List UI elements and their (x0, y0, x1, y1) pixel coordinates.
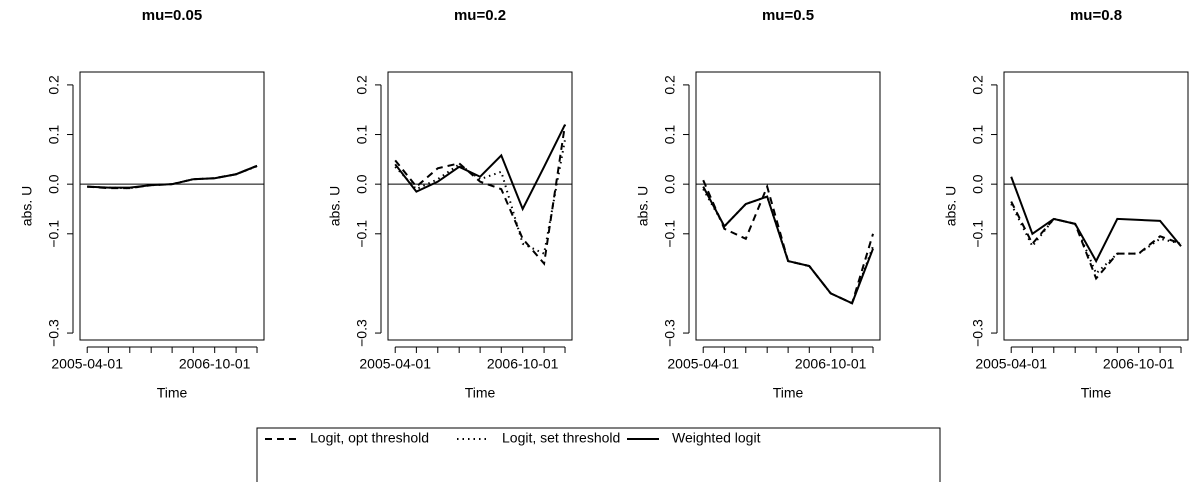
y-tick-label: 0.1 (46, 125, 62, 145)
legend-label: Logit, opt threshold (310, 430, 429, 446)
y-tick-label: −0.3 (46, 319, 62, 347)
x-axis-label: Time (465, 385, 496, 401)
y-tick-label: 0.0 (46, 174, 62, 194)
legend-label: Weighted logit (672, 430, 761, 446)
y-tick-label: −0.3 (662, 319, 678, 347)
x-tick-label: 2006-10-01 (179, 356, 251, 372)
x-tick-label: 2006-10-01 (487, 356, 559, 372)
y-tick-label: −0.3 (970, 319, 986, 347)
series-line (1010, 203, 1182, 276)
series-line (702, 186, 874, 305)
series-line (1010, 176, 1182, 264)
y-axis-label: abs. U (327, 186, 343, 226)
x-axis-label: Time (157, 385, 188, 401)
x-axis-label: Time (1081, 385, 1112, 401)
series-line (1010, 201, 1182, 281)
panel-title: mu=0.2 (454, 7, 506, 24)
panel-title: mu=0.5 (762, 7, 814, 24)
series-line (394, 124, 567, 266)
y-tick-label: −0.1 (46, 220, 62, 248)
series-line (394, 139, 567, 256)
y-axis-label: abs. U (943, 186, 959, 226)
y-tick-label: 0.2 (46, 75, 62, 95)
series-line (702, 188, 874, 305)
y-tick-label: 0.0 (354, 174, 370, 194)
y-tick-label: 0.1 (970, 125, 986, 145)
y-tick-label: −0.1 (970, 220, 986, 248)
panel-title: mu=0.05 (142, 7, 202, 24)
y-tick-label: 0.2 (354, 75, 370, 95)
plot-frame (1003, 71, 1189, 341)
plot-frame (387, 71, 573, 341)
x-tick-label: 2005-04-01 (975, 356, 1047, 372)
x-tick-label: 2006-10-01 (1103, 356, 1175, 372)
y-tick-label: 0.0 (970, 174, 986, 194)
y-axis-label: abs. U (635, 186, 651, 226)
y-tick-label: −0.3 (354, 319, 370, 347)
x-tick-label: 2005-04-01 (667, 356, 739, 372)
series-line (394, 124, 566, 212)
x-tick-label: 2005-04-01 (359, 356, 431, 372)
y-tick-label: 0.2 (970, 75, 986, 95)
plot-frame (79, 71, 265, 341)
legend-label: Logit, set threshold (502, 430, 620, 446)
y-tick-label: −0.1 (354, 220, 370, 248)
y-tick-label: 0.2 (662, 75, 678, 95)
series-line (702, 179, 874, 305)
y-tick-label: −0.1 (662, 220, 678, 248)
x-axis-label: Time (773, 385, 804, 401)
x-tick-label: 2006-10-01 (795, 356, 867, 372)
series-line (87, 164, 258, 189)
y-tick-label: 0.1 (662, 125, 678, 145)
plot-frame (695, 71, 881, 341)
legend-box (256, 427, 941, 482)
y-tick-label: 0.0 (662, 174, 678, 194)
y-axis-label: abs. U (19, 186, 35, 226)
x-tick-label: 2005-04-01 (51, 356, 123, 372)
panel-title: mu=0.8 (1070, 7, 1122, 24)
y-tick-label: 0.1 (354, 125, 370, 145)
